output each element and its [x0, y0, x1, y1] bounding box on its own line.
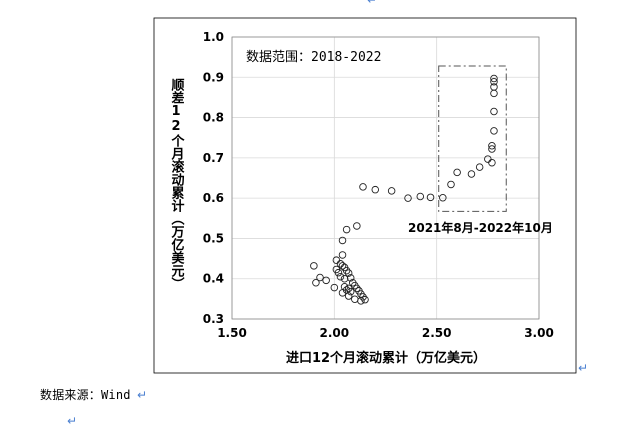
data-point — [490, 89, 498, 98]
data-point — [488, 158, 496, 167]
x-tick-label: 3.00 — [524, 326, 554, 340]
y-tick-label: 0.5 — [203, 231, 224, 245]
highlight-box — [438, 65, 507, 212]
data-point — [490, 77, 498, 86]
data-point — [338, 251, 347, 259]
data-point — [353, 222, 361, 230]
plot-area-border — [231, 36, 540, 320]
data-point — [453, 168, 461, 177]
y-tick-label: 0.3 — [203, 312, 224, 326]
data-point — [484, 155, 492, 163]
data-point — [490, 107, 498, 116]
inset-text: 数据范围：2018-2022 — [246, 50, 381, 65]
data-point — [404, 194, 412, 202]
x-tick-label: 2.00 — [320, 326, 350, 340]
data-point — [310, 262, 318, 270]
chart-border — [153, 17, 577, 374]
data-point — [353, 284, 361, 293]
scatter-points — [310, 74, 498, 305]
data-point — [351, 295, 359, 304]
data-point — [316, 273, 324, 282]
data-point — [490, 127, 498, 135]
data-point — [416, 192, 425, 201]
data-point — [336, 272, 345, 281]
data-point — [488, 142, 496, 150]
data-point — [334, 268, 343, 277]
data-point — [371, 185, 380, 194]
paragraph-mark-icon: ↵ — [367, 0, 378, 7]
highlight-region — [438, 65, 507, 212]
y-tick-label: 0.6 — [203, 191, 224, 205]
data-point — [359, 183, 367, 191]
data-point — [312, 278, 320, 287]
data-point — [338, 236, 347, 245]
data-point — [338, 262, 347, 270]
data-point — [346, 274, 355, 282]
data-point — [344, 269, 353, 277]
y-axis-title: 顺差12个月滚动累计（万亿美元） — [169, 78, 186, 290]
data-point — [342, 286, 351, 294]
data-point — [467, 170, 476, 178]
paragraph-mark-icon: ↵ — [67, 414, 78, 428]
x-tick-label: 2.50 — [422, 326, 452, 340]
data-point — [342, 225, 351, 234]
data-point — [361, 295, 369, 304]
data-point — [447, 180, 455, 189]
paragraph-mark-icon: ↵ — [578, 361, 589, 375]
data-point — [490, 74, 498, 83]
gridlines — [231, 36, 540, 320]
annotation-label: 2021年8月-2022年10月 — [408, 220, 553, 235]
data-point — [488, 145, 496, 153]
data-point — [490, 83, 498, 91]
y-tick-label: 0.9 — [203, 70, 224, 84]
data-point — [387, 187, 396, 195]
tick-labels: 1.50 2.00 2.50 3.00 0.3 0.4 0.5 0.6 0.7 0.8 0.9 1.0 — [203, 30, 554, 340]
x-tick-label: 1.50 — [217, 326, 247, 340]
data-point — [439, 193, 447, 202]
y-tick-label: 0.7 — [203, 151, 224, 165]
source-note: 数据来源：Wind — [40, 388, 131, 402]
data-point — [475, 163, 484, 171]
data-point — [426, 193, 435, 202]
data-point — [322, 276, 330, 285]
x-axis-title: 进口12个月滚动累计（万亿美元） — [286, 350, 486, 366]
y-tick-label: 1.0 — [203, 30, 224, 44]
y-tick-label: 0.4 — [203, 272, 224, 286]
data-point — [357, 297, 365, 305]
paragraph-mark-icon: ↵ — [137, 388, 148, 402]
data-point — [342, 266, 351, 275]
data-point — [330, 283, 339, 292]
data-point — [346, 287, 355, 296]
y-tick-label: 0.8 — [203, 111, 224, 125]
